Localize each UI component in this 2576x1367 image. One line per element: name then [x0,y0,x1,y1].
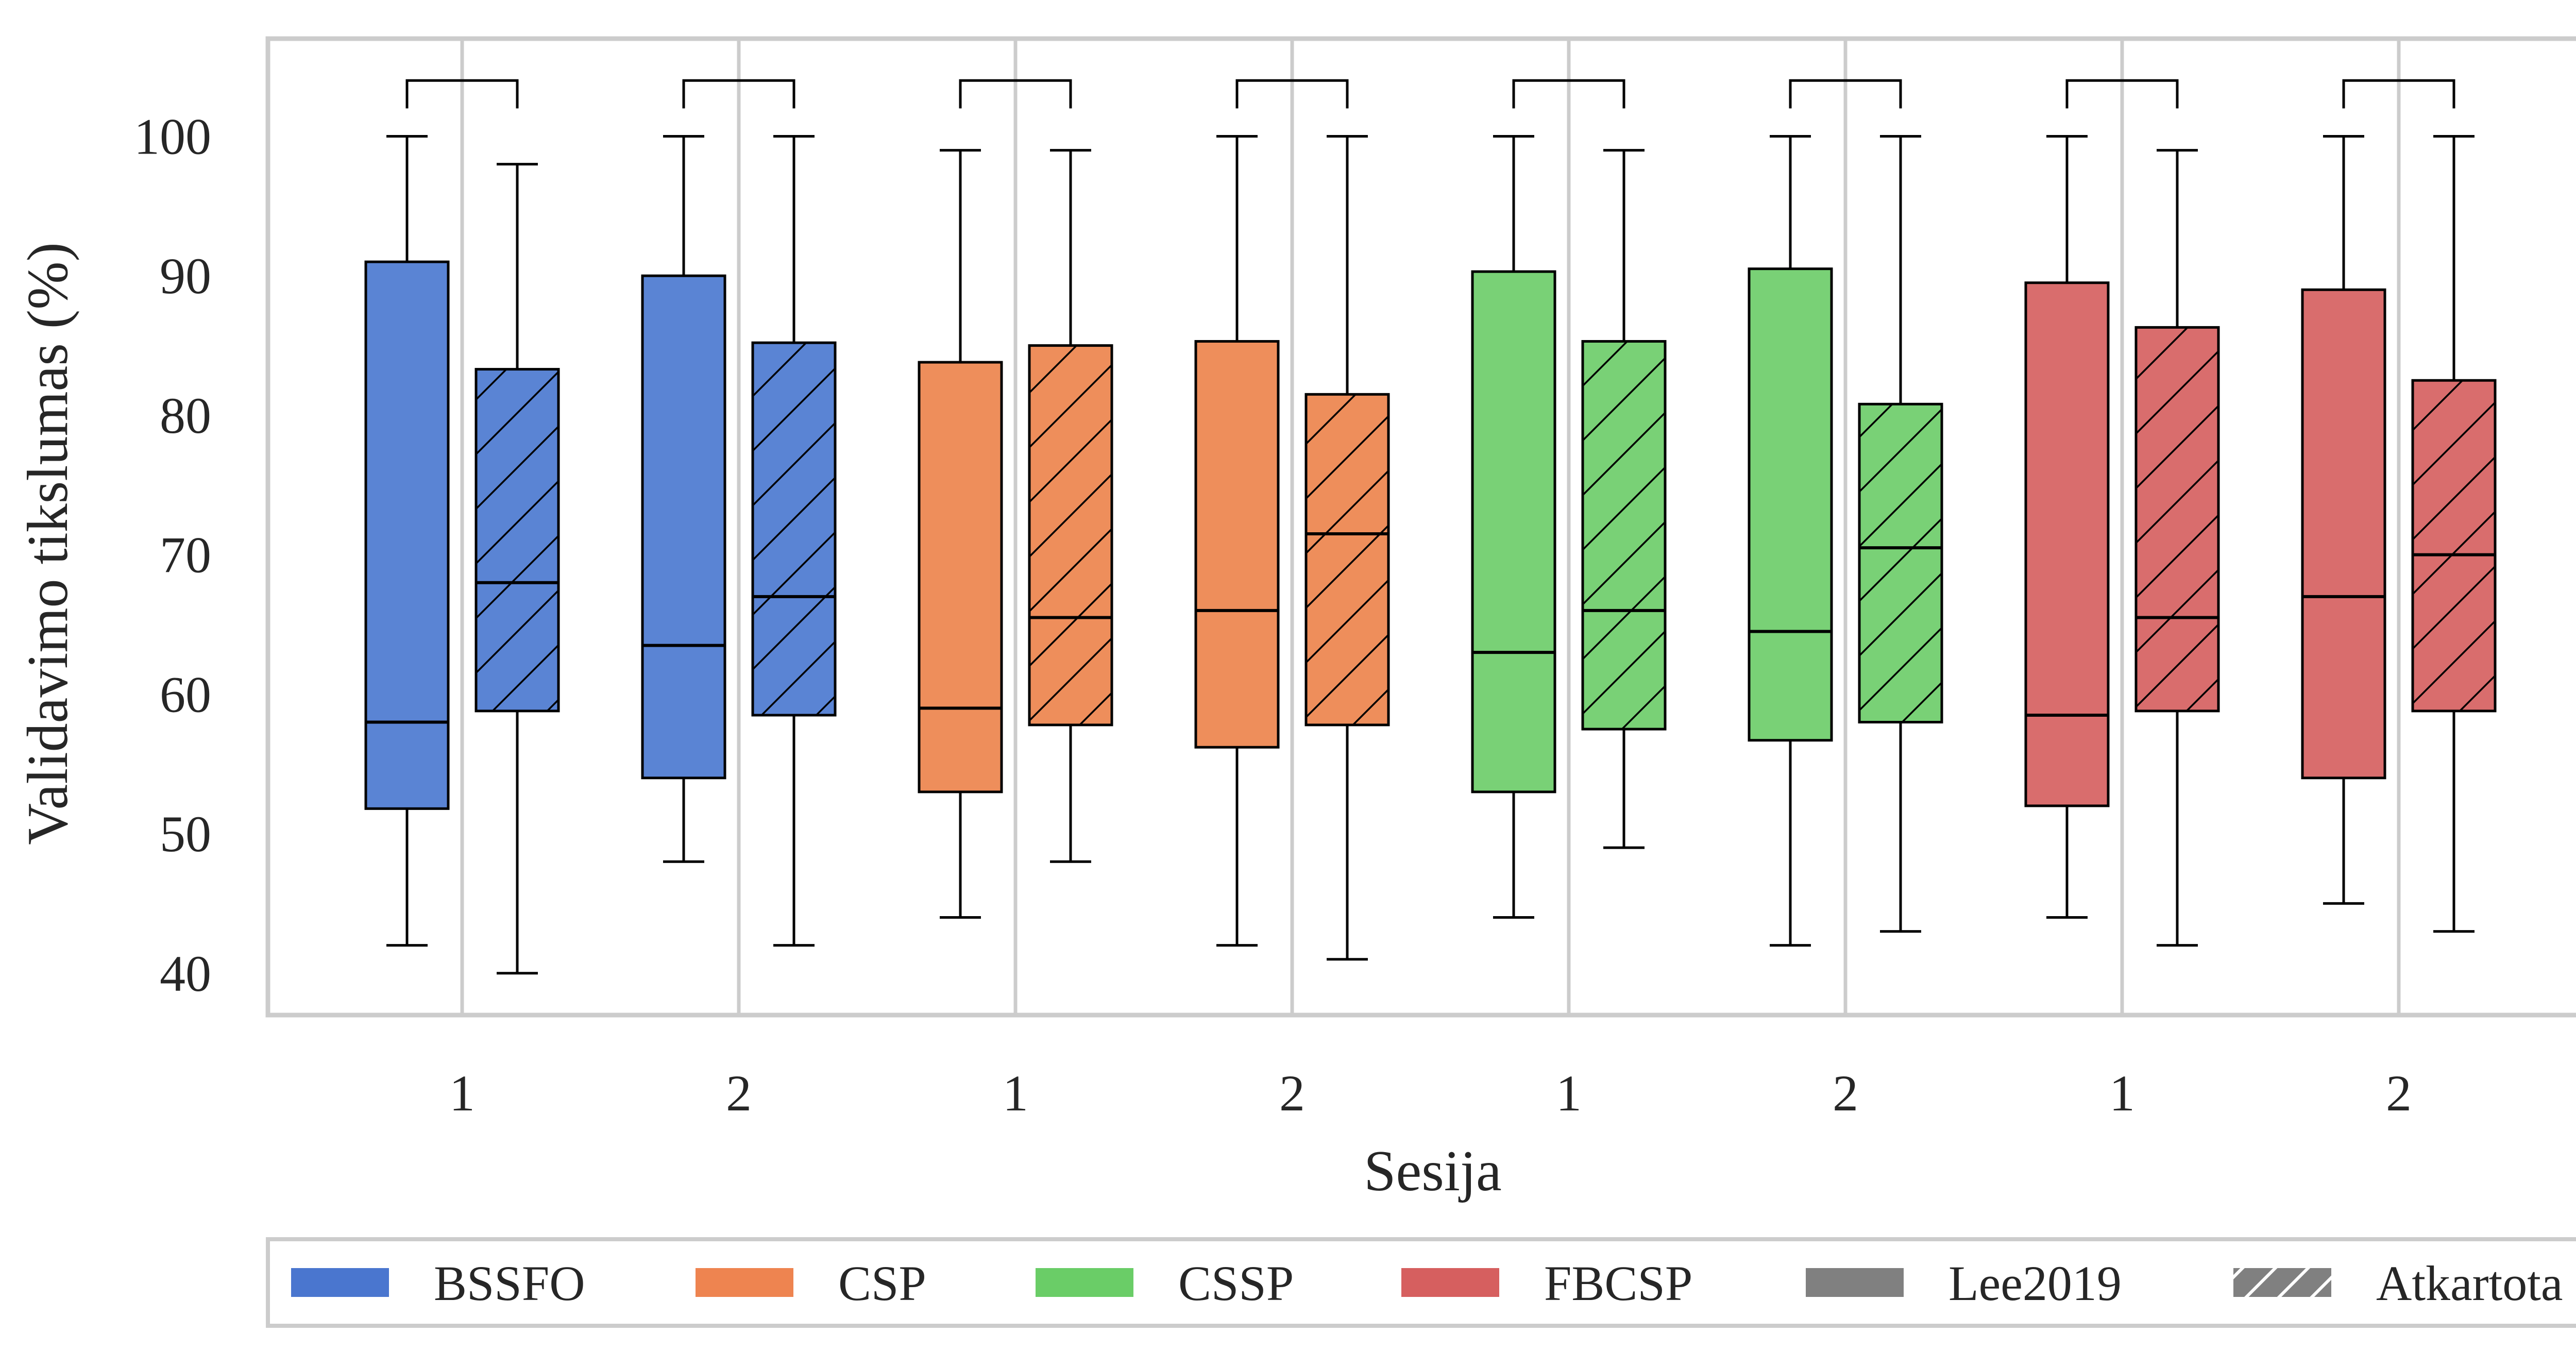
box-original [1471,135,1556,919]
plot-area [364,79,2497,975]
box-outline [1194,340,1280,749]
comparison-bracket [682,79,795,109]
box-hatch [753,343,835,715]
comparison-bracket [2065,79,2179,109]
box-hatch [476,369,558,711]
legend-swatch [1401,1268,1499,1297]
legend-item: CSSP [1036,1256,1294,1311]
legend-frame [266,1237,2576,1328]
box-replicated [1581,149,1667,849]
legend-item: Atkartota [2233,1256,2563,1311]
box-original [2301,135,2386,905]
box-original [364,135,450,947]
comparison-bracket [2342,79,2455,109]
box-hatch [1859,404,1942,722]
legend-swatch [291,1268,389,1297]
legend: BSSFO CSP CSSP FBCSP Lee2019 Atkartota [291,1256,2563,1311]
y-tick-label: 80 [160,387,211,444]
legend-swatch [1036,1268,1133,1297]
box-fill [1472,272,1555,792]
box-replicated [1028,149,1113,863]
legend-item: FBCSP [1401,1256,1692,1311]
comparison-bracket [405,79,519,109]
box-outline [918,361,1003,794]
gridlines [460,39,2401,1015]
x-tick-label: 1 [449,1065,475,1122]
box-original [918,149,1003,919]
box-hatch [2136,327,2218,711]
box-outline [1471,270,1556,794]
box-replicated [2134,149,2220,947]
y-tick-label: 100 [134,108,211,165]
box-outline [2024,281,2110,807]
box-outline [474,368,560,713]
box-original [641,135,726,863]
plot-frame [265,36,2576,1018]
legend-label: CSSP [1178,1256,1294,1311]
box-fill [642,276,725,778]
box-hatch [1029,345,1112,725]
box-outline [751,341,837,717]
box-replicated [474,163,560,975]
x-tick-label: 1 [2109,1065,2135,1122]
box-fill [2302,290,2385,778]
x-axis-label: Sesija [1364,1139,1502,1203]
box-fill [1196,341,1278,748]
y-tick-label: 60 [160,666,211,723]
x-tick-label: 1 [1556,1065,1582,1122]
legend-label: CSP [838,1256,926,1311]
box-replicated [1858,135,1943,933]
box-fill [1749,268,1832,740]
box-outline [641,274,726,780]
y-axis: 40 50 60 70 80 90 100 [134,108,211,1002]
comparison-bracket [1789,79,1902,109]
legend-label: Atkartota [2376,1256,2563,1311]
legend-swatch [1806,1268,1904,1297]
box-outline [2301,288,2386,780]
comparison-bracket [959,79,1072,109]
box-hatch [1583,341,1665,730]
legend-item: BSSFO [291,1256,585,1311]
box-fill [366,262,448,809]
x-tick-label: 2 [726,1065,752,1122]
y-tick-label: 40 [160,945,211,1002]
box-outline [1858,402,1943,723]
legend-swatch-hatch [2233,1268,2331,1297]
legend-label: Lee2019 [1948,1256,2122,1311]
box-original [1748,135,1833,947]
box-replicated [2411,135,2497,933]
box-outline [1581,340,1667,731]
box-hatch [2413,380,2495,711]
x-tick-label: 1 [1003,1065,1028,1122]
x-tick-label: 2 [1833,1065,1858,1122]
legend-label: BSSFO [434,1256,585,1311]
x-tick-label: 2 [2386,1065,2412,1122]
box-original [2024,135,2110,919]
box-fill [2026,282,2108,806]
y-axis-label: Validavimo tikslumas (%) [16,242,80,845]
legend-item: Lee2019 [1806,1256,2122,1311]
box-outline [364,260,450,810]
box-outline [2411,379,2497,713]
comparison-bracket [1512,79,1625,109]
y-tick-label: 50 [160,805,211,863]
box-fill [919,362,1002,792]
box-original [1194,135,1280,947]
y-tick-label: 90 [160,247,211,305]
box-outline [1028,344,1113,727]
legend-item: CSP [696,1256,926,1311]
box-replicated [751,135,837,947]
legend-label: FBCSP [1544,1256,1692,1311]
box-outline [1304,393,1390,727]
x-tick-label: 2 [1279,1065,1305,1122]
x-axis: 1 2 1 2 1 2 1 2 [449,1065,2412,1122]
box-outline [2134,326,2220,713]
box-outline [1748,267,1833,742]
box-replicated [1304,135,1390,961]
comparison-bracket [1235,79,1349,109]
y-tick-label: 70 [160,527,211,584]
legend-swatch [696,1268,793,1297]
box-hatch [1306,394,1388,725]
